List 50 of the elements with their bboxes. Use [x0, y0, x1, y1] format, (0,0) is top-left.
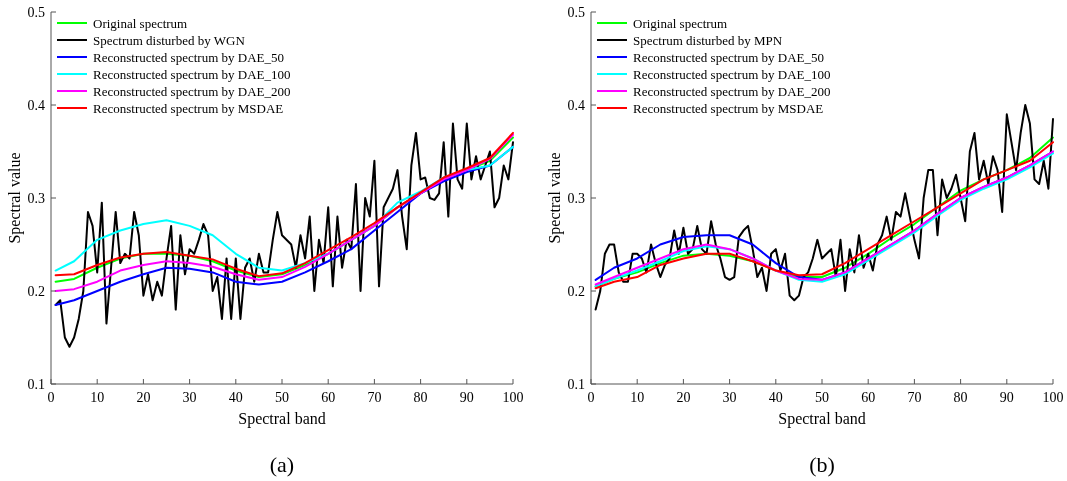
- legend-label: Reconstructed spectrum by DAE_200: [93, 84, 291, 99]
- y-axis-title: Spectral value: [546, 152, 564, 244]
- y-tick-label: 0.3: [567, 191, 585, 206]
- x-tick-label: 50: [815, 390, 829, 405]
- y-axis-title: Spectral value: [6, 152, 24, 244]
- x-tick-label: 0: [587, 390, 595, 405]
- legend-label: Reconstructed spectrum by MSDAE: [633, 101, 824, 116]
- x-tick-label: 70: [367, 390, 382, 405]
- x-tick-label: 30: [722, 390, 737, 405]
- x-tick-label: 60: [321, 390, 336, 405]
- x-tick-label: 100: [502, 390, 524, 405]
- legend-label: Original spectrum: [93, 16, 188, 31]
- x-tick-label: 80: [413, 390, 428, 405]
- legend-label: Spectrum disturbed by WGN: [93, 33, 246, 48]
- legend-label: Reconstructed spectrum by DAE_200: [633, 84, 831, 99]
- x-tick-label: 10: [630, 390, 645, 405]
- x-axis-title: Spectral band: [778, 410, 866, 428]
- legend-label: Reconstructed spectrum by MSDAE: [93, 101, 284, 116]
- y-tick-label: 0.5: [27, 5, 45, 20]
- x-tick-label: 90: [459, 390, 474, 405]
- x-tick-label: 20: [136, 390, 151, 405]
- legend-label: Reconstructed spectrum by DAE_50: [93, 50, 284, 65]
- x-axis-title: Spectral band: [238, 410, 326, 428]
- legend-label: Original spectrum: [633, 16, 728, 31]
- x-tick-label: 90: [999, 390, 1014, 405]
- legend-label: Reconstructed spectrum by DAE_50: [633, 50, 824, 65]
- text: (a): [269, 452, 295, 477]
- y-tick-label: 0.1: [567, 377, 585, 392]
- y-tick-label: 0.4: [567, 98, 585, 113]
- y-tick-label: 0.5: [567, 5, 585, 20]
- x-tick-label: 40: [768, 390, 783, 405]
- x-tick-label: 30: [182, 390, 197, 405]
- x-tick-label: 50: [275, 390, 289, 405]
- x-tick-label: 40: [228, 390, 243, 405]
- legend-label: Reconstructed spectrum by DAE_100: [633, 67, 831, 82]
- y-tick-label: 0.2: [27, 284, 45, 299]
- legend-label: Spectrum disturbed by MPN: [633, 33, 783, 48]
- y-tick-label: 0.1: [27, 377, 45, 392]
- x-tick-label: 20: [676, 390, 691, 405]
- x-tick-label: 0: [47, 390, 55, 405]
- x-tick-label: 70: [907, 390, 922, 405]
- y-tick-label: 0.4: [27, 98, 45, 113]
- text: (b): [809, 452, 835, 477]
- y-tick-label: 0.2: [567, 284, 585, 299]
- legend-label: Reconstructed spectrum by DAE_100: [93, 67, 291, 82]
- x-tick-label: 10: [90, 390, 105, 405]
- y-tick-label: 0.3: [27, 191, 45, 206]
- x-tick-label: 60: [861, 390, 876, 405]
- x-tick-label: 100: [1042, 390, 1064, 405]
- x-tick-label: 80: [953, 390, 968, 405]
